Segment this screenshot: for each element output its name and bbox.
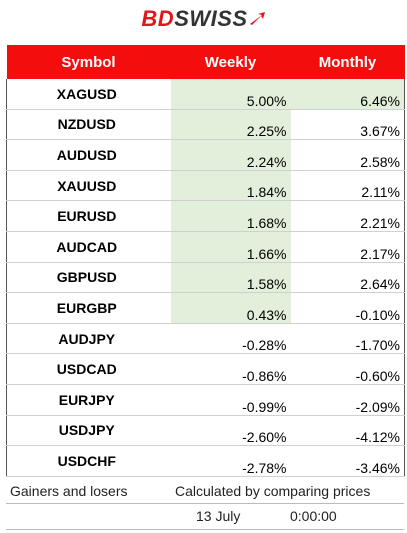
value-cell: -4.12% — [290, 415, 405, 447]
footer-date: 13 July — [196, 508, 241, 524]
table-row: AUDCAD 1.66% 2.17% — [6, 231, 405, 263]
value-cell: 2.64% — [290, 262, 405, 294]
value-cell: -2.09% — [290, 384, 405, 416]
value-cell: -1.70% — [290, 323, 405, 355]
header-row: Symbol Weekly Monthly — [6, 45, 405, 79]
value-cell: -2.78% — [170, 445, 291, 477]
returns-table: Symbol Weekly Monthly XAGUSD 5.00% 6.46% NZ… — [6, 45, 405, 477]
table-row: GBPUSD 1.58% 2.64% — [6, 262, 405, 294]
symbol-cell: EURUSD — [6, 200, 171, 232]
value-cell: -0.86% — [170, 353, 291, 385]
value-cell: 5.00% — [170, 79, 291, 110]
divider — [6, 529, 404, 530]
symbol-cell: EURJPY — [6, 384, 171, 416]
symbol-cell: USDCHF — [6, 445, 171, 477]
logo-part: SWISS — [174, 6, 248, 31]
value-cell: 6.46% — [290, 79, 405, 110]
value-cell: 2.24% — [170, 139, 291, 171]
value-cell: -0.99% — [170, 384, 291, 416]
footer-note: Calculated by comparing prices — [175, 483, 371, 499]
value-cell: 1.68% — [170, 200, 291, 232]
symbol-cell: XAUUSD — [6, 170, 171, 202]
value-cell: 1.66% — [170, 231, 291, 263]
symbol-cell: AUDJPY — [6, 323, 171, 355]
symbol-cell: EURGBP — [6, 292, 171, 324]
value-cell: 0.43% — [170, 292, 291, 324]
table-row: EURJPY -0.99% -2.09% — [6, 384, 405, 416]
symbol-cell: XAGUSD — [6, 79, 171, 110]
table-row: USDCHF -2.78% -3.46% — [6, 445, 405, 477]
logo-part: BD — [141, 6, 175, 31]
table-row: XAGUSD 5.00% 6.46% — [6, 79, 405, 110]
value-cell: 1.84% — [170, 170, 291, 202]
symbol-cell: AUDCAD — [6, 231, 171, 263]
value-cell: 2.11% — [290, 170, 405, 202]
table-row: XAUUSD 1.84% 2.11% — [6, 170, 405, 202]
table-row: USDJPY -2.60% -4.12% — [6, 415, 405, 447]
symbol-cell: USDJPY — [6, 415, 171, 447]
table-row: EURUSD 1.68% 2.21% — [6, 200, 405, 232]
value-cell: 2.58% — [290, 139, 405, 171]
value-cell: -2.60% — [170, 415, 291, 447]
header-cell: Monthly — [290, 45, 405, 79]
value-cell: -0.28% — [170, 323, 291, 355]
value-cell: -0.60% — [290, 353, 405, 385]
table-row: EURGBP 0.43% -0.10% — [6, 292, 405, 324]
value-cell: 2.17% — [290, 231, 405, 263]
value-cell: 3.67% — [290, 109, 405, 141]
symbol-cell: USDCAD — [6, 353, 171, 385]
value-cell: 1.58% — [170, 262, 291, 294]
table-row: USDCAD -0.86% -0.60% — [6, 353, 405, 385]
symbol-cell: AUDUSD — [6, 139, 171, 171]
symbol-cell: NZDUSD — [6, 109, 171, 141]
table-body: XAGUSD 5.00% 6.46% NZDUSD 2.25% 3.67% AUDUSD 2.… — [6, 79, 405, 477]
divider — [6, 503, 404, 504]
header-cell: Symbol — [6, 45, 171, 79]
footer-time: 0:00:00 — [290, 508, 337, 524]
logo: BDSWISS — [0, 6, 407, 32]
table-row: NZDUSD 2.25% 3.67% — [6, 109, 405, 141]
symbol-cell: GBPUSD — [6, 262, 171, 294]
logo-arrow — [249, 12, 265, 25]
table-row: AUDJPY -0.28% -1.70% — [6, 323, 405, 355]
value-cell: 2.25% — [170, 109, 291, 141]
table-row: AUDUSD 2.24% 2.58% — [6, 139, 405, 171]
value-cell: 2.21% — [290, 200, 405, 232]
value-cell: -3.46% — [290, 445, 405, 477]
footer-label: Gainers and losers — [10, 483, 128, 499]
value-cell: -0.10% — [290, 292, 405, 324]
header-cell: Weekly — [170, 45, 291, 79]
